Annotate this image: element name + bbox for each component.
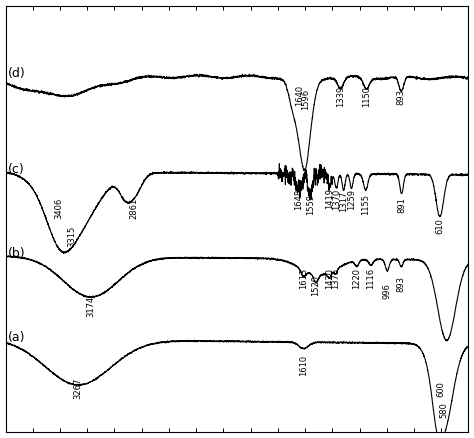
Text: (c): (c) — [8, 163, 25, 177]
Text: 600: 600 — [437, 381, 446, 397]
Text: 3315: 3315 — [67, 226, 76, 247]
Text: 3267: 3267 — [73, 378, 82, 399]
Text: 1259: 1259 — [347, 189, 356, 210]
Text: 1420: 1420 — [325, 268, 334, 289]
Text: (a): (a) — [8, 331, 26, 344]
Text: 1339: 1339 — [336, 86, 345, 107]
Text: 1150: 1150 — [362, 86, 371, 107]
Text: 580: 580 — [439, 402, 448, 418]
Text: 1596: 1596 — [301, 89, 310, 110]
Text: 3406: 3406 — [55, 197, 64, 219]
Text: (b): (b) — [8, 247, 26, 260]
Text: 1419: 1419 — [325, 187, 334, 208]
Text: 1610: 1610 — [299, 355, 308, 376]
Text: 1116: 1116 — [366, 268, 375, 289]
Text: 610: 610 — [435, 218, 444, 234]
Text: 1155: 1155 — [361, 194, 370, 215]
Text: 2861: 2861 — [129, 197, 138, 219]
Text: 1375: 1375 — [331, 268, 340, 290]
Text: 1559: 1559 — [306, 194, 315, 215]
Text: 1370: 1370 — [332, 189, 341, 210]
Text: 1220: 1220 — [352, 268, 361, 289]
Text: 1640: 1640 — [295, 85, 304, 106]
Text: 893: 893 — [397, 89, 406, 105]
Text: 1613: 1613 — [299, 268, 308, 290]
Text: 893: 893 — [397, 276, 406, 292]
Text: 996: 996 — [383, 283, 392, 299]
Text: 1317: 1317 — [339, 191, 348, 212]
Text: 891: 891 — [397, 197, 406, 213]
Text: 1520: 1520 — [311, 275, 320, 296]
Text: 3174: 3174 — [86, 296, 95, 317]
Text: 1648: 1648 — [294, 189, 303, 210]
Text: (d): (d) — [8, 67, 26, 80]
